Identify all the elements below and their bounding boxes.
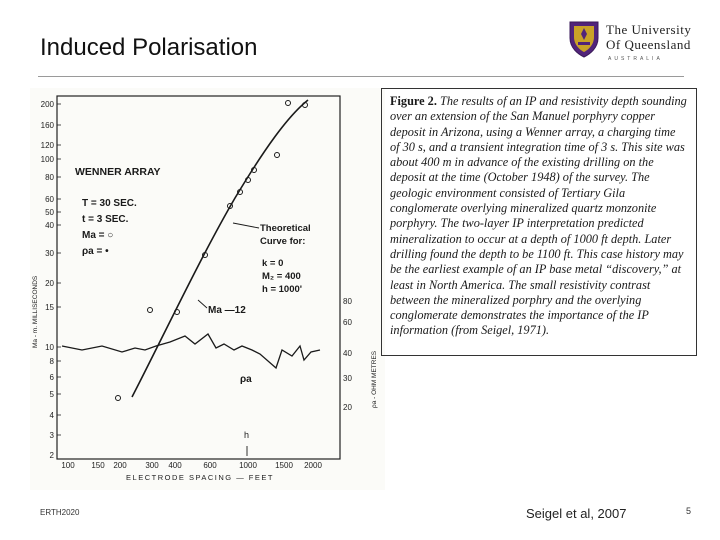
- ma-point: [115, 395, 121, 401]
- x-tick: 1000: [239, 461, 257, 470]
- x-tick: 400: [168, 461, 182, 470]
- ma-point: [285, 100, 291, 106]
- x-tick: 2000: [304, 461, 322, 470]
- left-tick: 100: [41, 155, 55, 164]
- theoretical-label-2: Curve for:: [260, 236, 305, 247]
- x-tick: 300: [145, 461, 159, 470]
- x-tick: 100: [61, 461, 75, 470]
- param-rho: ρa = •: [82, 246, 109, 257]
- theo-k: k = 0: [262, 258, 283, 269]
- right-tick: 20: [343, 403, 352, 412]
- ip-sounding-figure: 200 160 120 100 80 60 50 40 30 20 15 10 …: [30, 88, 385, 490]
- right-axis: 80 60 40 30 20: [343, 297, 352, 412]
- left-tick: 200: [41, 100, 55, 109]
- left-tick: 10: [45, 343, 54, 352]
- caption-label: Figure 2.: [390, 94, 437, 108]
- ma-point: [302, 102, 308, 108]
- ma-point: [174, 309, 180, 315]
- left-tick: 4: [50, 411, 55, 420]
- ma-pointer: [197, 299, 208, 309]
- figure-legend: WENNER ARRAY T = 30 SEC. t = 3 SEC. Ma =…: [75, 166, 161, 257]
- left-axis: 200 160 120 100 80 60 50 40 30 20 15 10 …: [41, 100, 55, 460]
- ma-point: [251, 167, 257, 173]
- x-tick: 200: [113, 461, 127, 470]
- rho-annotation: ρa: [240, 374, 252, 385]
- ma-data-points: [115, 100, 308, 401]
- theoretical-label-1: Theoretical: [260, 223, 311, 234]
- left-tick: 8: [50, 357, 55, 366]
- param-charging-time: T = 30 SEC.: [82, 198, 137, 209]
- left-tick: 20: [45, 279, 54, 288]
- left-tick: 120: [41, 141, 55, 150]
- x-tick: 600: [203, 461, 217, 470]
- theo-h: h = 1000': [262, 284, 302, 295]
- ma-point: [202, 252, 208, 258]
- x-axis-label: ELECTRODE SPACING — FEET: [126, 473, 274, 482]
- left-axis-label: Ma - m. MILLISECONDS: [32, 275, 39, 348]
- left-tick: 3: [50, 431, 55, 440]
- logo-line-3: AUSTRALIA: [608, 56, 663, 62]
- left-tick: 50: [45, 208, 54, 217]
- right-tick: 30: [343, 374, 352, 383]
- logo-line-2: Of Queensland: [606, 37, 691, 52]
- array-label: WENNER ARRAY: [75, 166, 161, 178]
- h-annotation: h: [244, 430, 249, 440]
- left-tick: 40: [45, 221, 54, 230]
- course-code: ERTH2020: [40, 508, 80, 517]
- figure-caption: Figure 2. The results of an IP and resis…: [381, 88, 697, 356]
- page-number: 5: [686, 506, 692, 516]
- left-tick: 60: [45, 195, 54, 204]
- ma-point: [147, 307, 153, 313]
- crest-icon: [569, 21, 599, 58]
- logo-line-1: The University: [606, 22, 692, 37]
- left-tick: 2: [50, 451, 55, 460]
- plot-frame: [56, 95, 341, 460]
- x-axis: 100 150 200 300 400 600 1000 1500 2000: [61, 461, 322, 470]
- left-tick: 15: [45, 303, 54, 312]
- left-tick: 80: [45, 173, 54, 182]
- theo-m2: M₂ = 400: [262, 271, 301, 282]
- resistivity-curve: [61, 333, 321, 370]
- x-tick: 150: [91, 461, 105, 470]
- ma-point: [274, 152, 280, 158]
- theoretical-pointer: [232, 222, 260, 229]
- left-tick: 5: [50, 390, 55, 399]
- x-tick: 1500: [275, 461, 293, 470]
- ma-point: [245, 177, 251, 183]
- slide-title: Induced Polarisation: [40, 34, 258, 61]
- left-tick: 160: [41, 121, 55, 130]
- right-axis-label: ρa - OHM METRES: [371, 350, 378, 408]
- left-tick: 6: [50, 373, 55, 382]
- caption-text: The results of an IP and resistivity dep…: [390, 94, 687, 338]
- ma-point: [227, 203, 233, 209]
- theoretical-annotation: Theoretical Curve for: k = 0 M₂ = 400 h …: [260, 223, 311, 295]
- ma-point: [237, 189, 243, 195]
- right-tick: 40: [343, 349, 352, 358]
- right-tick: 80: [343, 297, 352, 306]
- param-integration-time: t = 3 SEC.: [82, 214, 129, 225]
- title-divider: [38, 76, 684, 77]
- ma-annotation: Ma —12: [208, 305, 246, 316]
- citation: Seigel et al, 2007: [526, 506, 627, 521]
- left-tick: 30: [45, 249, 54, 258]
- university-logo: The University Of Queensland AUSTRALIA: [568, 18, 698, 70]
- right-tick: 60: [343, 318, 352, 327]
- param-ma: Ma = ○: [82, 230, 113, 241]
